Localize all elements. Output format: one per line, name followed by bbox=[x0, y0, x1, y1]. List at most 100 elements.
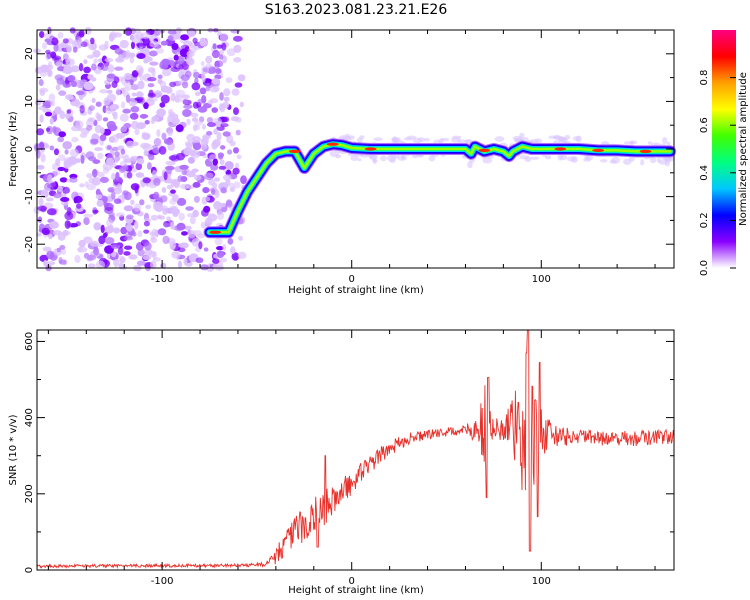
noise-blob bbox=[90, 37, 95, 45]
noise-blob bbox=[160, 94, 170, 104]
noise-blob bbox=[200, 221, 207, 229]
ridge-peak bbox=[326, 142, 339, 146]
noise-blob bbox=[197, 98, 203, 106]
noise-blob bbox=[37, 216, 43, 223]
noise-blob bbox=[109, 31, 117, 40]
noise-blob bbox=[544, 155, 552, 160]
noise-blob bbox=[350, 155, 359, 162]
noise-blob bbox=[66, 109, 72, 114]
noise-blob bbox=[214, 237, 223, 246]
noise-blob bbox=[119, 39, 129, 49]
noise-blob bbox=[153, 138, 162, 147]
noise-blob bbox=[76, 203, 82, 209]
noise-blob bbox=[570, 156, 578, 163]
noise-blob bbox=[111, 146, 120, 152]
noise-blob bbox=[167, 29, 178, 35]
noise-blob bbox=[173, 179, 181, 189]
noise-blob bbox=[183, 258, 188, 266]
noise-blob bbox=[99, 89, 109, 94]
noise-blob bbox=[166, 207, 171, 213]
noise-blob bbox=[136, 260, 147, 266]
noise-blob bbox=[177, 175, 184, 183]
noise-blob bbox=[530, 156, 540, 160]
noise-blob bbox=[186, 57, 195, 66]
noise-blob bbox=[159, 205, 168, 211]
noise-blob bbox=[83, 236, 93, 244]
noise-blob bbox=[125, 224, 133, 232]
noise-blob bbox=[357, 137, 363, 144]
y-tick-label: 0 bbox=[24, 567, 35, 573]
noise-blob bbox=[218, 257, 228, 263]
noise-blob bbox=[139, 199, 145, 206]
noise-blob bbox=[118, 246, 124, 256]
y-tick-label: 200 bbox=[24, 484, 35, 503]
noise-blob bbox=[197, 106, 208, 113]
noise-blob bbox=[226, 48, 236, 57]
noise-blob bbox=[143, 229, 150, 234]
noise-blob bbox=[86, 54, 95, 59]
noise-blob bbox=[664, 159, 671, 167]
noise-blob bbox=[149, 40, 159, 48]
x-tick-label: 0 bbox=[349, 274, 355, 285]
noise-blob bbox=[53, 148, 60, 156]
noise-blob bbox=[157, 228, 167, 236]
noise-blob bbox=[159, 102, 166, 108]
y-tick-label: -20 bbox=[24, 236, 35, 252]
ridge-peak bbox=[288, 149, 301, 153]
noise-blob bbox=[150, 237, 158, 244]
noise-blob bbox=[139, 73, 144, 82]
noise-blob bbox=[140, 32, 151, 40]
noise-blob bbox=[139, 113, 148, 119]
noise-blob bbox=[91, 63, 97, 71]
snr-panel: -100 0 100 0 200 400 600 Height of straight li… bbox=[8, 329, 675, 596]
noise-blob bbox=[60, 197, 70, 202]
noise-blob bbox=[223, 96, 230, 102]
noise-blob bbox=[192, 209, 199, 218]
noise-blob bbox=[92, 209, 99, 214]
noise-blob bbox=[49, 117, 54, 125]
noise-blob bbox=[58, 154, 66, 161]
noise-blob bbox=[83, 213, 93, 218]
noise-blob bbox=[96, 199, 104, 207]
noise-blob bbox=[90, 42, 97, 51]
noise-blob bbox=[162, 235, 170, 245]
noise-blob bbox=[215, 68, 222, 74]
noise-blob bbox=[222, 131, 231, 137]
noise-blob bbox=[157, 214, 162, 219]
noise-blob bbox=[390, 138, 399, 142]
y-tick-label: 0 bbox=[24, 146, 35, 152]
noise-blob bbox=[36, 232, 42, 237]
noise-blob bbox=[216, 246, 224, 251]
noise-blob bbox=[134, 128, 140, 136]
noise-blob bbox=[194, 91, 201, 97]
noise-blob bbox=[185, 70, 192, 78]
noise-blob bbox=[147, 92, 156, 98]
noise-blob bbox=[46, 250, 55, 260]
noise-blob bbox=[202, 123, 206, 130]
noise-blob bbox=[114, 151, 120, 157]
noise-blob bbox=[380, 155, 387, 162]
noise-blob bbox=[212, 139, 221, 147]
noise-blob bbox=[152, 169, 157, 179]
noise-blob bbox=[47, 69, 53, 77]
y-tick-label: 400 bbox=[24, 408, 35, 427]
noise-blob bbox=[59, 245, 66, 250]
noise-blob bbox=[169, 205, 177, 215]
noise-blob bbox=[143, 220, 150, 227]
noise-blob bbox=[131, 92, 137, 97]
noise-blob bbox=[57, 166, 66, 172]
noise-blob bbox=[115, 57, 125, 63]
noise-blob bbox=[106, 73, 114, 83]
noise-blob bbox=[134, 220, 139, 230]
noise-blob bbox=[58, 131, 66, 138]
noise-blob bbox=[99, 127, 105, 135]
noise-blob bbox=[62, 186, 70, 194]
noise-blob bbox=[135, 31, 144, 41]
noise-blob bbox=[201, 66, 210, 74]
snr-ylabel: SNR (10 * v/v) bbox=[8, 414, 19, 485]
noise-blob bbox=[226, 200, 233, 208]
noise-blob bbox=[114, 47, 123, 55]
noise-blob bbox=[49, 145, 55, 151]
noise-blob bbox=[116, 183, 122, 192]
